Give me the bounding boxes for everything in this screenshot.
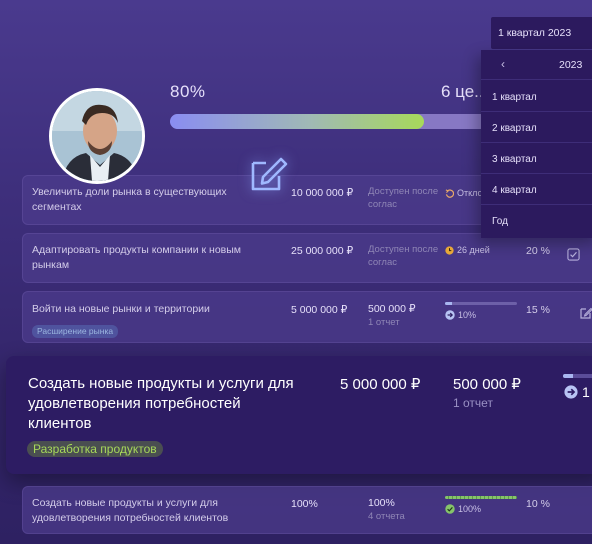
goal-plan: 500 000 ₽ 1 отчет: [368, 303, 416, 329]
edit-icon[interactable]: [247, 154, 291, 194]
goal-progress-bar: [445, 496, 517, 499]
goal-timer: Откло: [445, 188, 483, 198]
goal-row[interactable]: Адаптировать продукты компании к новым р…: [22, 233, 592, 283]
goal-name: Войти на новые рынки и территории: [32, 303, 210, 315]
goal-amount: 5 000 000 ₽: [340, 376, 421, 393]
goal-percent: 20 %: [526, 245, 550, 257]
checkbox-icon[interactable]: [567, 248, 580, 261]
goal-amount: 100%: [291, 498, 318, 510]
goal-plan-reports: 4 отчета: [368, 511, 405, 522]
goal-progress-fill: [563, 374, 573, 378]
period-option-q2[interactable]: 2 квартал: [481, 112, 592, 143]
goal-progress-bar: [563, 374, 592, 378]
goal-plan-reports: 1 отчет: [453, 396, 493, 410]
period-option-q1[interactable]: 1 квартал: [481, 81, 592, 112]
goal-percent: 15 %: [526, 304, 550, 316]
chevron-left-icon[interactable]: ‹: [501, 57, 505, 71]
avatar-photo: [52, 91, 142, 181]
goal-name: Создать новые продукты и услуги для удов…: [28, 375, 294, 432]
check-circle-icon: [445, 504, 455, 514]
goal-progress-text: 1: [582, 384, 590, 400]
goal-row[interactable]: Войти на новые рынки и территории Расшир…: [22, 291, 592, 343]
goal-progress: 100%: [445, 504, 481, 514]
goal-timer-text: 26 дней: [457, 245, 490, 255]
period-option-q3[interactable]: 3 квартал: [481, 143, 592, 174]
period-select[interactable]: 1 квартал 2023: [491, 17, 592, 49]
goal-plan-value: 100%: [368, 497, 395, 509]
undo-icon: [445, 188, 454, 198]
goal-progress: 1: [564, 384, 590, 400]
goal-plan-value: 500 000 ₽: [453, 376, 521, 393]
goal-amount: 10 000 000 ₽: [291, 187, 354, 199]
goal-name: Создать новые продукты и услуги для удов…: [32, 497, 229, 524]
edit-icon[interactable]: [579, 306, 592, 320]
overall-progress-bar: [170, 114, 488, 129]
period-option-year[interactable]: Год: [492, 216, 508, 227]
goal-plan-value: 500 000 ₽: [368, 303, 416, 315]
goal-name: Адаптировать продукты компании к новым р…: [32, 244, 242, 271]
goal-progress-text: 100%: [458, 504, 482, 514]
overall-progress-label: 80%: [170, 82, 206, 101]
goal-status: Доступен после соглас: [368, 186, 439, 210]
goal-amount: 25 000 000 ₽: [291, 245, 354, 257]
overall-progress-fill: [170, 114, 425, 129]
goal-name: Увеличить доли рынка в существующих сегм…: [32, 186, 227, 213]
arrow-right-circle-icon: [445, 310, 455, 320]
clock-icon: [445, 245, 454, 255]
year-label: 2023: [559, 59, 583, 71]
goal-tag: Расширение рынка: [32, 325, 119, 338]
avatar: [49, 88, 145, 184]
period-option-q4[interactable]: 4 квартал: [481, 174, 592, 205]
goal-row[interactable]: Создать новые продукты и услуги для удов…: [22, 486, 592, 534]
goal-progress-text: 10%: [458, 310, 477, 320]
goal-progress-fill: [445, 302, 453, 305]
year-switcher: ‹ 2023: [481, 50, 592, 80]
arrow-right-circle-icon: [564, 385, 578, 399]
goal-plan: 500 000 ₽ 1 отчет: [453, 375, 521, 410]
goal-plan: 100% 4 отчета: [368, 497, 405, 523]
goal-percent: 10 %: [526, 498, 550, 510]
goal-plan-reports: 1 отчет: [368, 317, 400, 328]
goals-count-label: 6 це...: [441, 82, 489, 101]
goal-progress: 10%: [445, 310, 476, 320]
goal-status: Доступен после соглас: [368, 244, 439, 268]
goal-amount: 5 000 000 ₽: [291, 304, 348, 316]
goal-row-highlighted[interactable]: Создать новые продукты и услуги для удов…: [6, 356, 592, 474]
goal-tag: Разработка продуктов: [27, 441, 163, 457]
period-dropdown-panel: ‹ 2023 1 квартал 2 квартал 3 квартал 4 к…: [481, 50, 592, 238]
goal-progress-fill: [445, 496, 517, 499]
goal-progress-bar: [445, 302, 517, 305]
goal-timer: 26 дней: [445, 245, 490, 255]
goal-timer-text: Откло: [457, 188, 483, 198]
